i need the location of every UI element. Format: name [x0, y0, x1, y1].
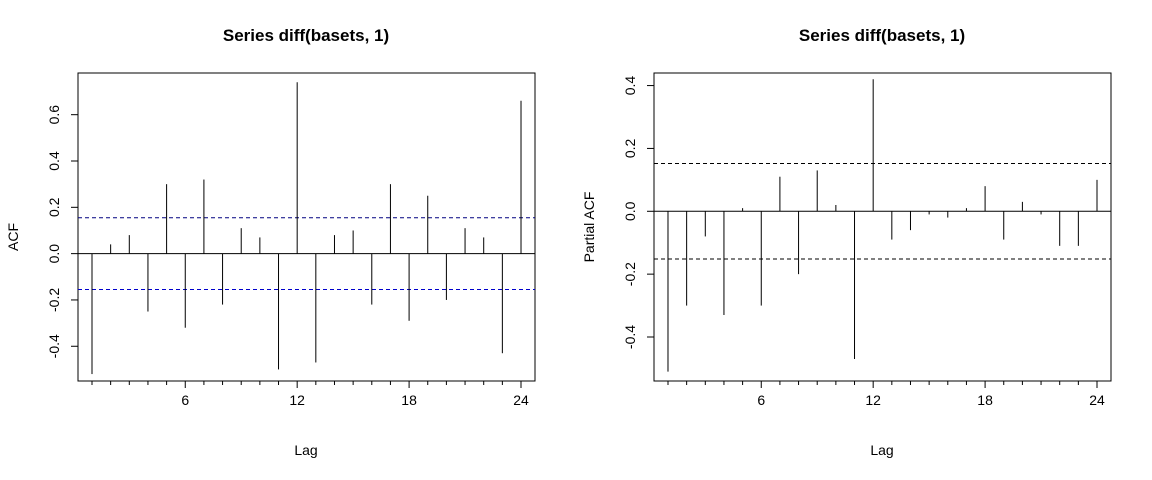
acf-y-tick-label-1: -0.2: [46, 288, 62, 312]
pacf-x-axis-label: Lag: [870, 442, 893, 458]
pacf-plot-frame: [653, 72, 1112, 382]
pacf-x-tick-label-18: 18: [977, 392, 993, 408]
acf-x-axis-label: Lag: [294, 442, 317, 458]
pacf-y-axis-label: Partial ACF: [581, 192, 597, 263]
acf-y-tick-label-4: 0.4: [46, 151, 62, 171]
acf-y-tick-label-5: 0.6: [46, 105, 62, 125]
pacf-x-tick-label-24: 24: [1089, 392, 1105, 408]
pacf-y-tick-label-0: -0.4: [622, 325, 638, 349]
acf-y-tick-label-2: 0.0: [46, 244, 62, 264]
acf-x-tick-label-24: 24: [513, 392, 529, 408]
pacf-y-tick-label-3: 0.2: [622, 138, 638, 158]
pacf-x-tick-label-6: 6: [757, 392, 765, 408]
pacf-x-tick-label-12: 12: [865, 392, 881, 408]
acf-chart-title: Series diff(basets, 1): [223, 26, 389, 45]
acf-x-tick-label-12: 12: [289, 392, 305, 408]
acf-y-tick-label-0: -0.4: [46, 334, 62, 358]
acf-y-tick-label-3: 0.2: [46, 197, 62, 217]
pacf-chart-title: Series diff(basets, 1): [799, 26, 965, 45]
acf-y-axis-label: ACF: [5, 223, 21, 251]
acf-panel: Series diff(basets, 1) Lag ACF 6 12 18 24 -0…: [5, 26, 536, 458]
acf-x-tick-label-18: 18: [401, 392, 417, 408]
acf-x-tick-label-6: 6: [181, 392, 189, 408]
pacf-y-tick-label-1: -0.2: [622, 262, 638, 286]
pacf-y-tick-label-2: 0.0: [622, 201, 638, 221]
acf-plot-frame: [77, 72, 536, 382]
pacf-y-tick-label-4: 0.4: [622, 76, 638, 96]
pacf-panel: Series diff(basets, 1) Lag Partial ACF 6…: [581, 26, 1112, 458]
